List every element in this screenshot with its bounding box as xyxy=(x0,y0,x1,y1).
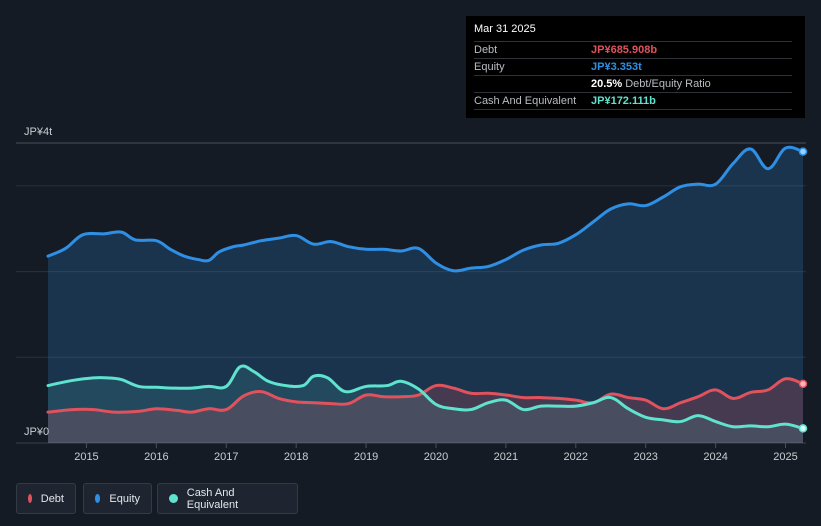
legend-dot-cash xyxy=(169,494,178,503)
legend-label: Cash And Equivalent xyxy=(186,486,239,511)
series-lines xyxy=(46,145,805,430)
grid-lines xyxy=(16,142,806,444)
debt-equity-chart: 2015 2016 2017 2018 2019 2020 2021 2022 2023 2024… xyxy=(16,126,808,463)
x-tick-label: 2024 xyxy=(703,451,727,463)
tooltip-label xyxy=(474,76,591,92)
legend-item-cash[interactable]: Cash And Equivalent xyxy=(157,483,298,514)
end-marker-cash xyxy=(798,424,808,433)
end-marker-equity xyxy=(798,147,808,156)
line-cash xyxy=(46,364,805,430)
x-tick-label: 2018 xyxy=(284,451,308,463)
line-debt xyxy=(46,377,805,414)
legend-label: Equity xyxy=(109,492,140,505)
x-tick-label: 2021 xyxy=(494,451,518,463)
tooltip-panel: Mar 31 2025 Debt JP¥685.908b Equity JP¥3… xyxy=(466,16,805,118)
tooltip-row-ratio: 20.5% Debt/Equity Ratio xyxy=(474,75,792,92)
x-tick-label: 2025 xyxy=(773,451,797,463)
tooltip-row-debt: Debt JP¥685.908b xyxy=(474,41,792,58)
x-tick-label: 2015 xyxy=(74,451,98,463)
tooltip-value: 20.5% xyxy=(591,78,623,90)
x-axis-ticks: 2015 2016 2017 2018 2019 2020 2021 2022 2023 2024… xyxy=(74,443,798,463)
legend-item-equity[interactable]: Equity xyxy=(83,483,152,514)
tooltip-value: JP¥685.908b xyxy=(591,44,658,56)
tooltip-row-equity: Equity JP¥3.353t xyxy=(474,58,792,75)
end-marker-debt xyxy=(798,379,808,389)
tooltip-label: Cash And Equivalent xyxy=(474,95,577,107)
line-equity xyxy=(46,145,805,273)
x-tick-label: 2020 xyxy=(424,451,448,463)
legend-dot-debt xyxy=(28,494,32,503)
legend-dot-equity xyxy=(95,494,101,503)
tooltip-date: Mar 31 2025 xyxy=(474,23,536,35)
area-cash xyxy=(48,365,803,443)
tooltip-value: JP¥172.111b xyxy=(591,95,656,107)
x-tick-label: 2019 xyxy=(354,451,378,463)
legend-item-debt[interactable]: Debt xyxy=(16,483,76,514)
x-tick-label: 2023 xyxy=(633,451,657,463)
tooltip-label: Debt xyxy=(474,44,498,56)
x-tick-label: 2017 xyxy=(214,451,238,463)
y-tick-label-bottom: JP¥0 xyxy=(24,426,49,438)
tooltip-row-cash: Cash And Equivalent JP¥172.111b xyxy=(474,92,792,110)
x-tick-label: 2016 xyxy=(144,451,168,463)
end-markers xyxy=(798,147,808,433)
legend-label: Debt xyxy=(40,492,64,505)
tooltip-value: JP¥3.353t xyxy=(591,61,642,73)
tooltip-ratio-suffix: Debt/Equity Ratio xyxy=(625,78,711,90)
x-tick-label: 2022 xyxy=(564,451,588,463)
y-tick-label-top: JP¥4t xyxy=(24,126,52,138)
tooltip-label: Equity xyxy=(474,61,505,73)
